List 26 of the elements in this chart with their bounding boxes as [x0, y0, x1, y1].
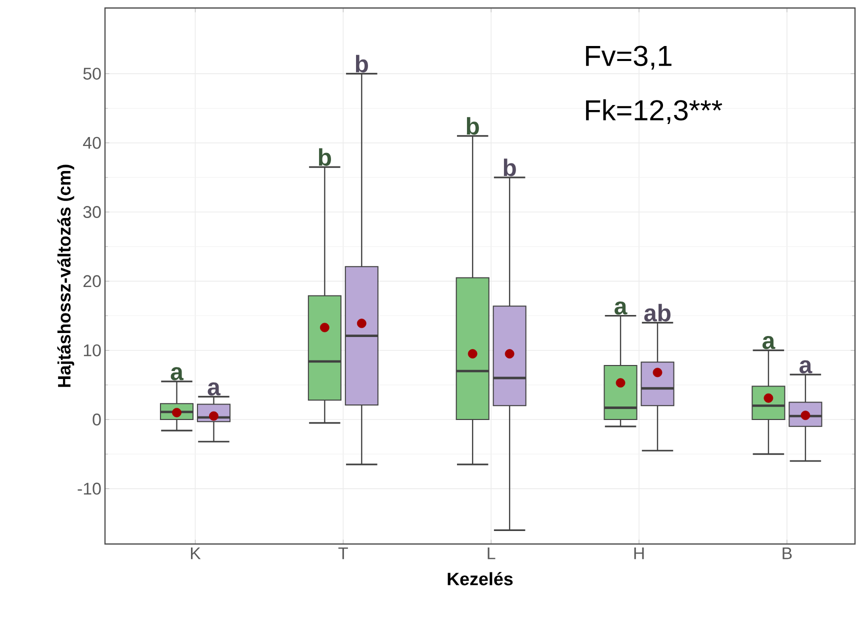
- y-axis-title: Hajtáshossz-változás (cm): [57, 164, 74, 387]
- y-tick-label: 0: [92, 414, 101, 426]
- annotation: Fk=12,3***: [586, 99, 722, 124]
- annotation: a: [614, 301, 628, 315]
- y-tick-label: 30: [83, 206, 101, 218]
- y-tick-label: 20: [84, 275, 101, 288]
- annotation: Fv=3,1: [586, 46, 672, 70]
- annotation: b: [318, 148, 331, 166]
- x-tick-label: K: [190, 548, 201, 560]
- x-tick-label: B: [782, 548, 792, 560]
- x-tick-label: L: [488, 548, 496, 560]
- y-tick-label: 10: [84, 344, 101, 356]
- annotation: b: [504, 158, 516, 176]
- x-tick-label: T: [338, 548, 348, 560]
- annotation: b: [356, 54, 368, 72]
- annotation: ab: [644, 304, 670, 322]
- annotation: a: [208, 382, 221, 396]
- x-axis-title: Kezelés: [448, 572, 513, 586]
- annotation: a: [762, 336, 776, 350]
- annotation: b: [466, 117, 479, 135]
- y-tick-label: 40: [83, 136, 101, 149]
- x-tick-label: H: [634, 548, 644, 560]
- y-tick-label: -10: [78, 482, 101, 495]
- y-tick-label: 50: [83, 68, 101, 80]
- annotation: a: [170, 367, 184, 380]
- annotation: a: [800, 360, 812, 374]
